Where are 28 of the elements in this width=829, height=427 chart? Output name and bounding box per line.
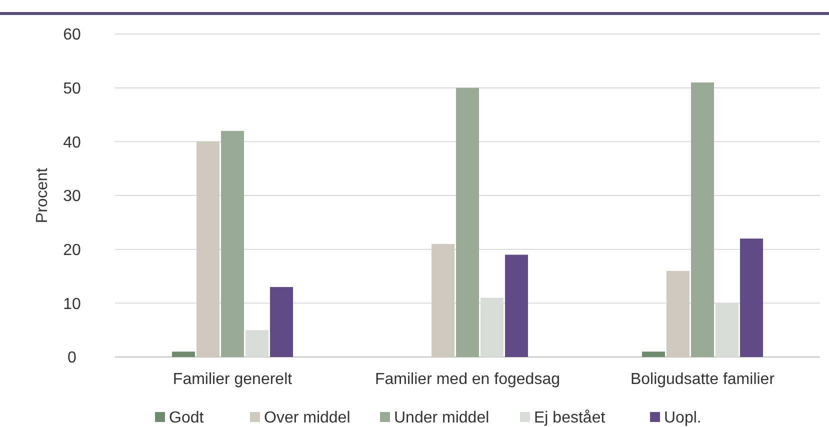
y-tick-label: 50 xyxy=(63,80,81,98)
bar xyxy=(196,142,220,357)
bar xyxy=(221,130,244,357)
bar xyxy=(432,244,454,357)
y-tick-label: 0 xyxy=(68,350,77,367)
bar xyxy=(456,88,479,357)
bar xyxy=(666,270,690,357)
y-tick-label: 30 xyxy=(63,188,81,206)
y-tick-label: 60 xyxy=(63,26,81,44)
bar xyxy=(691,82,714,357)
bar xyxy=(172,352,195,357)
x-tick-label: Boligudsatte familier xyxy=(630,371,776,388)
y-tick-label: 10 xyxy=(63,296,81,313)
bar xyxy=(505,254,528,357)
y-tick-label: 20 xyxy=(63,242,81,259)
x-tick-label: Familier generelt xyxy=(172,371,293,388)
bar xyxy=(246,330,268,357)
legend-label: Ej bestået xyxy=(534,410,606,427)
legend-label: Uopl. xyxy=(664,410,702,427)
legend-label: Godt xyxy=(169,410,204,427)
y-axis-title: Procent xyxy=(34,167,51,224)
legend-label: Over middel xyxy=(264,410,350,427)
x-tick-label: Familier med en fogedsag xyxy=(375,371,560,388)
bar xyxy=(642,352,665,357)
bar xyxy=(740,238,763,357)
bar xyxy=(270,287,293,357)
y-tick-label: 40 xyxy=(63,134,81,152)
legend-label: Under middel xyxy=(394,410,490,427)
